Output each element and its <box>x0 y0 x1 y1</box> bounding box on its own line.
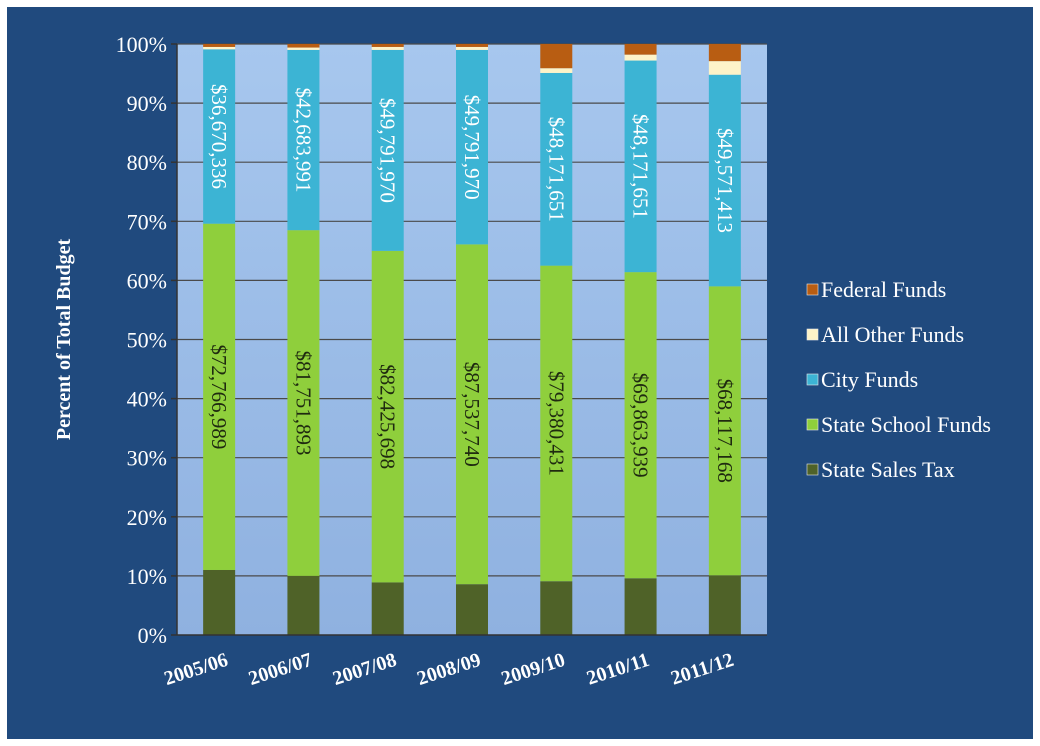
bar-segment <box>624 272 657 579</box>
x-tick-label: 2008/09 <box>414 649 483 690</box>
bar-segment <box>456 584 488 635</box>
x-axis: 2005/06 2006/07 2007/08 2008/09 2009/10 2010/… <box>162 634 767 690</box>
bar-segment <box>708 575 741 635</box>
y-tick-label: 40% <box>127 387 167 412</box>
bar-segment <box>203 46 236 50</box>
data-label: $87,537,740 <box>460 362 484 467</box>
data-label: $48,171,651 <box>629 114 653 219</box>
data-label: $72,766,989 <box>207 344 231 449</box>
data-label: $69,863,939 <box>629 373 653 478</box>
chart-frame: 0% 10% 20% 30% 40% 50% 60% 70% 80% 90% 100% $72,76… <box>7 7 1033 739</box>
y-tick-label: 20% <box>127 505 167 530</box>
data-label: $49,791,970 <box>460 95 484 200</box>
y-axis: 0% 10% 20% 30% 40% 50% 60% 70% 80% 90% 100% <box>116 32 178 648</box>
y-tick-label: 70% <box>127 209 167 234</box>
y-tick-label: 50% <box>127 328 167 353</box>
bar-segment <box>456 46 488 50</box>
bar-segment <box>203 569 236 635</box>
data-label: $49,791,970 <box>376 98 400 203</box>
legend-swatch <box>806 373 819 386</box>
data-label: $79,380,431 <box>544 371 568 476</box>
y-tick-label: 10% <box>127 564 167 589</box>
y-tick-label: 100% <box>116 32 167 57</box>
data-label: $48,171,651 <box>544 117 568 222</box>
y-tick-label: 0% <box>138 623 167 648</box>
bar-segment <box>287 47 320 50</box>
legend-label: City Funds <box>821 367 918 392</box>
bar-segment <box>371 582 404 635</box>
bar-segment <box>287 575 320 635</box>
bar-segment <box>708 74 741 287</box>
bar-segment <box>287 49 320 231</box>
bar-segment <box>624 54 657 61</box>
bar-segment <box>456 44 488 47</box>
bar-segment <box>203 44 236 47</box>
bar-segment <box>540 44 573 69</box>
bar-segment <box>371 44 404 47</box>
bar-segment <box>624 60 657 273</box>
bar-segment <box>708 61 741 75</box>
bar-segment <box>540 265 573 582</box>
legend-swatch <box>806 418 819 431</box>
x-tick-label: 2009/10 <box>499 649 568 690</box>
legend-label: State Sales Tax <box>821 457 955 482</box>
legend-swatch <box>806 463 819 476</box>
x-tick-label: 2010/11 <box>584 649 652 690</box>
bar-segment <box>708 286 741 576</box>
bars: $72,766,989 $36,670,336 $81,751,893 $42,683… <box>203 44 741 635</box>
y-tick-label: 90% <box>127 91 167 116</box>
bar-segment <box>456 244 488 585</box>
bar-segment <box>540 72 573 266</box>
y-tick-label: 80% <box>127 150 167 175</box>
bar-segment <box>287 44 320 48</box>
data-label: $49,571,413 <box>713 128 737 233</box>
y-tick-label: 60% <box>127 268 167 293</box>
bar-segment <box>540 581 573 635</box>
legend-label: Federal Funds <box>821 277 946 302</box>
legend-swatch <box>806 283 819 296</box>
bar-segment <box>624 578 657 635</box>
y-axis-label: Percent of Total Budget <box>53 239 75 441</box>
bar-segment <box>708 44 741 62</box>
bar-segment <box>371 250 404 583</box>
bar-segment <box>371 46 404 50</box>
bar-segment <box>287 230 320 576</box>
data-label: $42,683,991 <box>291 88 315 193</box>
legend-label: All Other Funds <box>821 322 964 347</box>
bar-segment <box>456 49 488 245</box>
data-label: $81,751,893 <box>291 351 315 456</box>
data-label: $36,670,336 <box>207 84 231 189</box>
data-label: $68,117,168 <box>713 379 737 483</box>
bar-segment <box>540 68 573 73</box>
legend: Federal Funds All Other Funds City Funds St… <box>806 277 991 482</box>
x-tick-label: 2006/07 <box>246 649 315 690</box>
x-tick-label: 2005/06 <box>162 649 231 690</box>
stacked-bar-chart: 0% 10% 20% 30% 40% 50% 60% 70% 80% 90% 100% $72,76… <box>53 32 991 690</box>
x-tick-label: 2007/08 <box>330 649 399 690</box>
legend-label: State School Funds <box>821 412 991 437</box>
legend-swatch <box>806 328 819 341</box>
bar-segment <box>203 223 236 570</box>
data-label: $82,425,698 <box>376 364 400 469</box>
y-tick-label: 30% <box>127 446 167 471</box>
bar-segment <box>203 49 236 224</box>
bar-segment <box>371 49 404 251</box>
x-tick-label: 2011/12 <box>668 649 736 690</box>
bar-segment <box>624 44 657 55</box>
